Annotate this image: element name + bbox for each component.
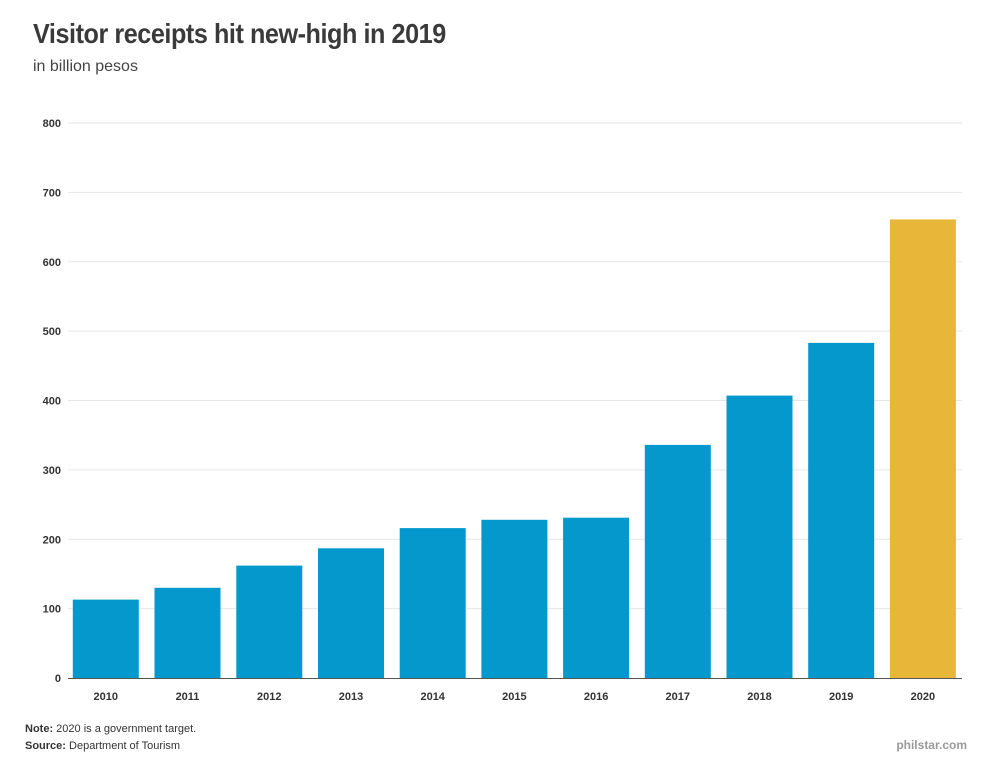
x-tick-label: 2012 xyxy=(257,691,281,703)
y-tick-label: 800 xyxy=(43,118,61,130)
bar-2011 xyxy=(154,587,221,678)
footer-note: Note: 2020 is a government target. xyxy=(25,723,196,735)
bar-2020 xyxy=(889,219,956,678)
y-tick-label: 700 xyxy=(43,187,61,199)
note-label: Note: xyxy=(25,723,54,735)
x-tick-label: 2018 xyxy=(747,691,771,703)
x-tick-label: 2014 xyxy=(420,691,445,703)
bar-2012 xyxy=(236,565,303,678)
chart-title: Visitor receipts hit new-high in 2019 xyxy=(33,18,446,49)
source-label: Source: xyxy=(25,740,66,752)
bar-2019 xyxy=(808,342,875,678)
x-axis-ticks: 2010 2011 2012 2013 2014 2015 2016 2017 2018 2019… xyxy=(94,691,936,703)
y-tick-label: 200 xyxy=(43,534,61,546)
bar-2010 xyxy=(72,599,139,678)
note-text: 2020 is a government target. xyxy=(56,723,197,735)
bar-2018 xyxy=(726,395,793,678)
footer-source: Source: Department of Tourism xyxy=(25,740,180,752)
bar-2016 xyxy=(563,517,630,678)
y-axis-ticks: 0 100 200 300 400 500 600 700 800 xyxy=(43,118,61,685)
source-text: Department of Tourism xyxy=(69,740,181,752)
brand-watermark: philstar.com xyxy=(896,738,967,752)
x-tick-label: 2015 xyxy=(502,691,526,703)
y-tick-label: 500 xyxy=(43,326,61,338)
y-tick-label: 100 xyxy=(43,604,61,616)
bar-2013 xyxy=(318,548,384,678)
y-tick-label: 600 xyxy=(43,257,61,269)
y-tick-label: 0 xyxy=(55,673,61,685)
x-tick-label: 2013 xyxy=(339,691,363,703)
x-tick-label: 2019 xyxy=(829,691,853,703)
bar-2014 xyxy=(399,528,466,678)
y-tick-label: 300 xyxy=(43,465,61,477)
bar-2015 xyxy=(481,519,548,678)
y-tick-label: 400 xyxy=(43,396,61,408)
x-tick-label: 2010 xyxy=(94,691,118,703)
bar-2017 xyxy=(644,444,711,678)
chart-subtitle: in billion pesos xyxy=(33,58,138,75)
x-tick-label: 2016 xyxy=(584,691,608,703)
bars xyxy=(72,219,956,678)
x-tick-label: 2020 xyxy=(911,691,935,703)
x-tick-label: 2017 xyxy=(666,691,690,703)
x-tick-label: 2011 xyxy=(176,691,200,703)
